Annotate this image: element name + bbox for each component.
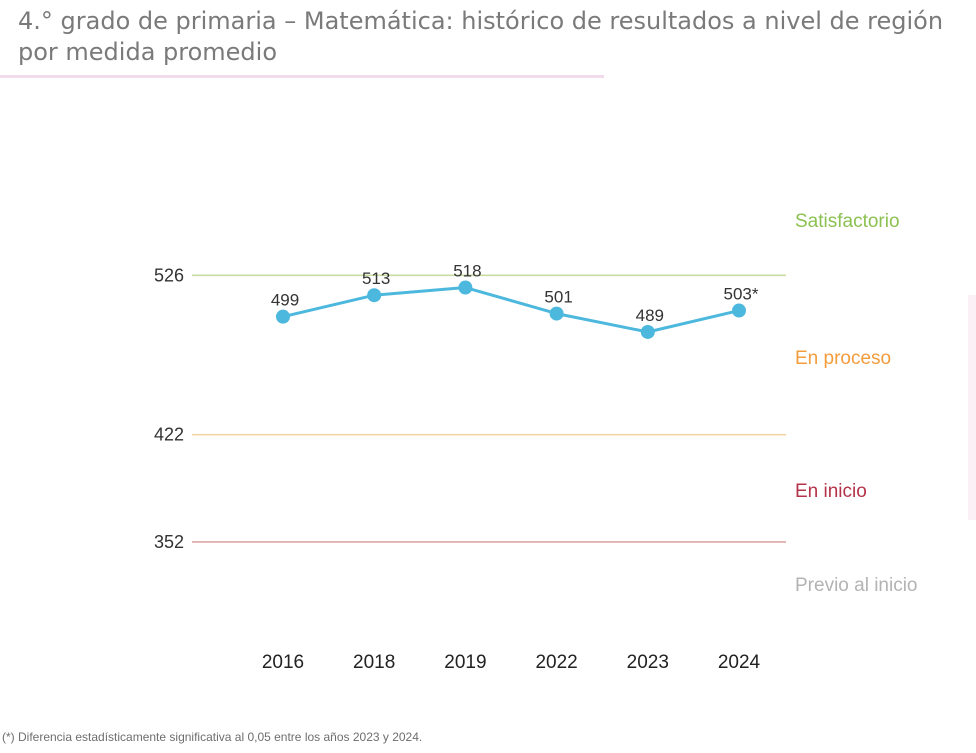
level-labels: Satisfactorio En proceso En inicio Previo a… bbox=[795, 211, 918, 596]
title-underline bbox=[0, 75, 604, 78]
y-tick-label: 422 bbox=[154, 425, 184, 445]
level-label: En inicio bbox=[795, 481, 867, 502]
x-axis-labels: 2016 2018 2019 2022 2023 2024 bbox=[262, 652, 761, 673]
data-point bbox=[732, 303, 746, 318]
x-tick-label: 2022 bbox=[535, 652, 577, 673]
data-point bbox=[458, 280, 473, 295]
x-tick-label: 2016 bbox=[262, 652, 304, 673]
y-tick-label: 352 bbox=[154, 532, 184, 552]
y-tick-label: 526 bbox=[154, 265, 184, 285]
data-label: 499 bbox=[271, 291, 299, 310]
x-tick-label: 2024 bbox=[718, 652, 761, 673]
data-label: 513 bbox=[362, 269, 390, 288]
y-axis-labels: 526 422 352 bbox=[154, 265, 184, 552]
data-point bbox=[276, 309, 290, 324]
series-line bbox=[282, 286, 740, 334]
data-label: 518 bbox=[453, 262, 481, 281]
level-label: En proceso bbox=[795, 348, 891, 369]
page-title: 4.° grado de primaria – Matemática: hist… bbox=[18, 7, 944, 66]
data-label: 489 bbox=[636, 306, 664, 325]
data-label: 501 bbox=[544, 288, 572, 307]
data-point bbox=[367, 288, 382, 303]
x-tick-label: 2018 bbox=[353, 652, 395, 673]
reference-lines bbox=[192, 274, 786, 543]
data-point bbox=[640, 324, 655, 339]
data-label: 503* bbox=[724, 285, 759, 304]
level-label: Satisfactorio bbox=[795, 211, 900, 232]
data-point bbox=[549, 306, 564, 321]
x-tick-label: 2019 bbox=[444, 652, 486, 673]
side-decoration bbox=[968, 295, 976, 520]
level-label: Previo al inicio bbox=[795, 575, 918, 596]
footnote: (*) Diferencia estadísticamente signific… bbox=[2, 730, 423, 744]
x-tick-label: 2023 bbox=[627, 652, 669, 673]
series-group: 499 513 518 501 489 503* bbox=[271, 262, 759, 339]
